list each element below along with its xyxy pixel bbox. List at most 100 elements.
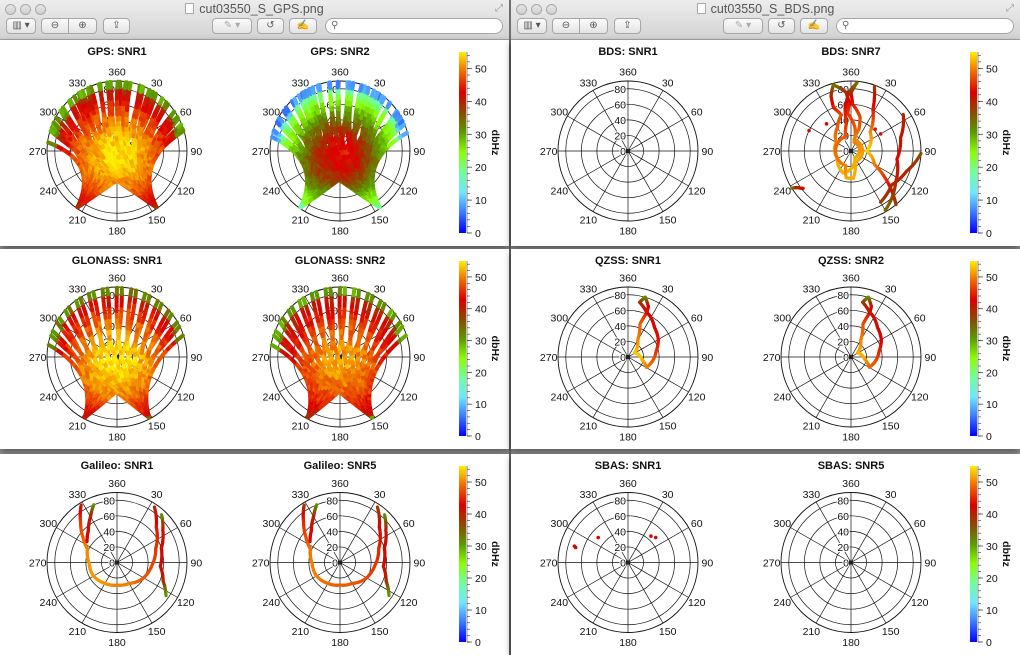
radial-tick-label: 40: [837, 321, 849, 333]
azimuth-tick-label: 360: [331, 273, 349, 285]
azimuth-tick-label: 150: [371, 421, 389, 433]
azimuth-tick-label: 120: [911, 392, 929, 404]
track-segment: [314, 289, 320, 300]
colorbar-tick-label: 40: [475, 304, 487, 316]
azimuth-tick-label: 180: [619, 225, 637, 237]
track-segment: [74, 298, 80, 309]
rotate-button[interactable]: ↺: [257, 18, 284, 34]
track-segment: [878, 198, 884, 204]
rotate-button[interactable]: ↺: [768, 18, 795, 34]
track-segment: [390, 312, 397, 321]
colorbar: 0 10 20 30 40 50 dbHz: [459, 261, 501, 443]
track-segment: [307, 86, 314, 97]
close-button[interactable]: [516, 4, 527, 15]
zoom-in-button[interactable]: ⊕: [68, 18, 97, 34]
azimuth-tick-label: 150: [882, 215, 900, 227]
azimuth-tick-label: 270: [29, 352, 47, 364]
zoom-window-button[interactable]: [35, 4, 46, 15]
track-segment: [301, 296, 308, 306]
track-segment: [157, 301, 164, 311]
track-segment: [157, 96, 165, 106]
share-button[interactable]: ⇪: [614, 18, 641, 34]
center-marker: [626, 149, 630, 153]
markup-button[interactable]: ✎ ▾: [723, 18, 763, 34]
track-segment: [78, 90, 84, 100]
colorbar-tick-label: 10: [475, 195, 487, 207]
azimuth-tick-label: 90: [924, 352, 936, 364]
track-segment: [289, 99, 297, 108]
radial-tick-label: 40: [614, 321, 626, 333]
azimuth-tick-label: 360: [842, 67, 860, 79]
azimuth-tick-label: 240: [551, 186, 569, 198]
track-segment: [309, 291, 315, 302]
zoom-out-button[interactable]: ⊖: [552, 18, 580, 34]
azimuth-tick-label: 300: [40, 106, 58, 118]
track-segment: [133, 288, 139, 299]
azimuth-tick-label: 270: [763, 352, 781, 364]
panel-glonass: 3603060901201501802102402703003300204060…: [0, 249, 509, 449]
colorbar-scale: [970, 52, 977, 233]
radial-tick-label: 0: [620, 146, 626, 158]
azimuth-tick-label: 300: [263, 312, 281, 324]
colorbar-tick-label: 50: [986, 63, 998, 75]
annotate-button[interactable]: ✍: [289, 18, 317, 34]
azimuth-tick-label: 270: [540, 146, 558, 158]
azimuth-tick-label: 210: [580, 215, 598, 227]
minimize-button[interactable]: [20, 4, 31, 15]
colorbar-tick-label: 0: [986, 228, 992, 240]
track-segment: [280, 316, 288, 325]
azimuth-tick-label: 60: [691, 312, 703, 324]
track-segment: [67, 98, 74, 108]
annotate-button[interactable]: ✍: [800, 18, 828, 34]
track-segment: [317, 82, 323, 93]
rotate-icon: ↺: [777, 20, 786, 31]
fullscreen-icon[interactable]: ⤢: [495, 3, 503, 14]
plot-title: GPS: SNR2: [310, 46, 370, 58]
radial-tick-label: 80: [614, 290, 626, 302]
plot-data: [46, 285, 185, 420]
track-segment: [48, 128, 56, 136]
track-segment: [883, 205, 890, 212]
panel-gps: 360 30 60 90 120 150 180 210 240 270 300 330 0 20 40 60…: [0, 40, 509, 246]
search-input[interactable]: ⚲: [325, 18, 503, 34]
zoom-out-button[interactable]: ⊖: [41, 18, 69, 34]
azimuth-tick-label: 210: [803, 215, 821, 227]
track-segment: [88, 84, 95, 95]
radial-tick-label: 60: [614, 305, 626, 317]
polar-plots-canvas: 3603060901201501802102402703003300204060…: [29, 261, 501, 443]
zoom-window-button[interactable]: [546, 4, 557, 15]
zoom-in-icon: ⊕: [589, 20, 598, 31]
zoom-in-button[interactable]: ⊕: [579, 18, 608, 34]
track-segment: [50, 329, 59, 337]
azimuth-tick-label: 150: [882, 421, 900, 433]
track-segment: [269, 342, 278, 349]
track-segment: [301, 90, 307, 100]
track-segment: [169, 109, 177, 118]
track-segment: [380, 301, 387, 311]
edit-annotate-icon: ✍: [807, 20, 821, 31]
azimuth-tick-label: 300: [551, 312, 569, 324]
track-segment: [350, 80, 356, 91]
sidebar-button[interactable]: ▥ ▾: [6, 18, 36, 34]
track-segment: [361, 84, 367, 94]
track-segment: [373, 90, 380, 100]
azimuth-tick-label: 120: [177, 392, 195, 404]
azimuth-tick-label: 90: [413, 352, 425, 364]
track-segment: [369, 293, 375, 304]
azimuth-tick-label: 270: [252, 146, 270, 158]
minimize-button[interactable]: [531, 4, 542, 15]
edit-annotate-icon: ✍: [296, 20, 310, 31]
azimuth-tick-label: 240: [263, 186, 281, 198]
track-segment: [153, 298, 160, 309]
azimuth-tick-label: 120: [688, 392, 706, 404]
close-button[interactable]: [5, 4, 16, 15]
search-input[interactable]: ⚲: [836, 18, 1014, 34]
markup-button[interactable]: ✎ ▾: [212, 18, 252, 34]
sidebar-button[interactable]: ▥ ▾: [517, 18, 547, 34]
fullscreen-icon[interactable]: ⤢: [1006, 3, 1014, 14]
colorbar-tick-label: 10: [986, 195, 998, 207]
colorbar-tick-label: 0: [475, 228, 481, 240]
share-button[interactable]: ⇪: [103, 18, 130, 34]
azimuth-tick-label: 150: [371, 215, 389, 227]
track-segment: [396, 116, 404, 124]
